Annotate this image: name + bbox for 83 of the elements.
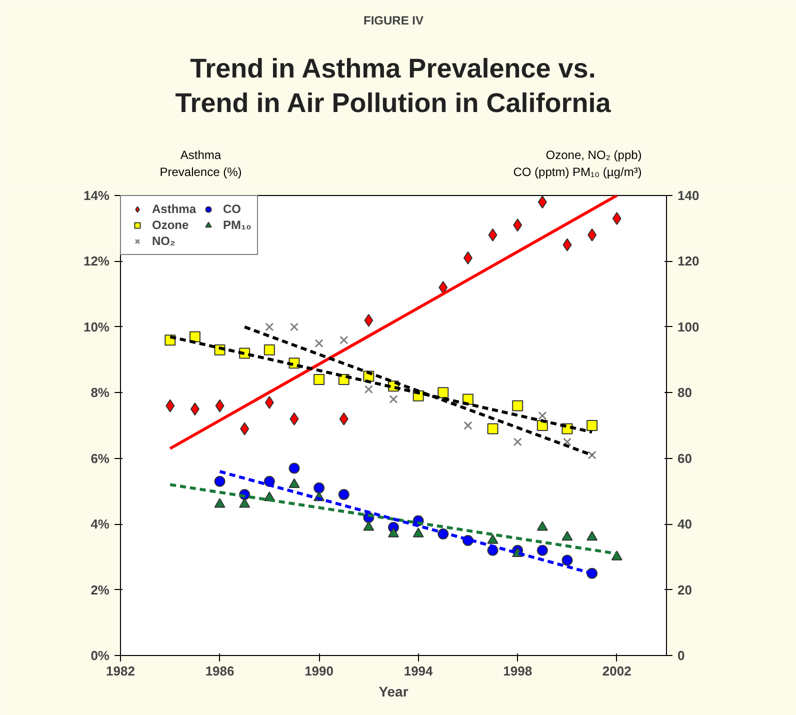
y-axis-title: Asthma Prevalence (%) xyxy=(160,148,242,179)
x-tick-label: 1982 xyxy=(106,664,135,678)
x-tick-label: 2002 xyxy=(602,664,632,678)
point xyxy=(314,482,325,494)
chart-title: Trend in Asthma Prevalence vs. Trend in Air Pollution in California xyxy=(175,53,612,118)
point xyxy=(588,228,597,242)
point xyxy=(487,423,498,434)
point xyxy=(290,412,299,426)
point xyxy=(214,476,226,487)
y2-tick-label: 0 xyxy=(678,648,685,663)
point xyxy=(512,400,524,412)
y-tick-label: 6% xyxy=(90,450,110,466)
point xyxy=(463,251,472,264)
y2-tick-label: 20 xyxy=(678,582,692,598)
y2-tick-label: 60 xyxy=(678,450,692,466)
point xyxy=(611,550,622,560)
point xyxy=(189,331,200,342)
point xyxy=(538,196,547,209)
point xyxy=(588,450,596,460)
point xyxy=(340,336,348,344)
point xyxy=(562,530,573,541)
point xyxy=(562,238,572,252)
point xyxy=(314,339,324,348)
legend-label: Ozone xyxy=(152,218,189,232)
point xyxy=(487,534,498,544)
x-tick-label: 1998 xyxy=(503,664,532,678)
point xyxy=(538,411,547,420)
point xyxy=(438,387,449,398)
point xyxy=(290,322,299,332)
legend-label: Asthma xyxy=(152,202,196,216)
point xyxy=(166,399,175,412)
point xyxy=(214,498,226,508)
x-tick-label: 1990 xyxy=(304,664,334,678)
y2-tick-label: 80 xyxy=(678,385,692,400)
point xyxy=(612,212,622,225)
y-tick-label: 4% xyxy=(90,516,110,532)
point xyxy=(215,399,224,412)
point xyxy=(264,396,274,409)
point xyxy=(586,530,598,541)
point xyxy=(513,438,522,446)
y-tick-label: 2% xyxy=(90,582,110,598)
x-tick-label: 1994 xyxy=(404,664,434,678)
point xyxy=(265,322,274,332)
x-axis-title: Year xyxy=(378,684,409,700)
point xyxy=(488,228,498,242)
point xyxy=(388,528,399,538)
point xyxy=(364,314,374,327)
point xyxy=(513,218,522,232)
point xyxy=(438,281,448,294)
x-tick-label: 1986 xyxy=(205,664,234,678)
point xyxy=(364,385,373,394)
y2-axis-title: Ozone, NO₂ (ppb) CO (pptm) PM₁₀ (µg/m³) xyxy=(513,148,642,179)
y2-tick-label: 140 xyxy=(678,188,700,203)
y-tick-label: 14% xyxy=(83,188,110,203)
point xyxy=(338,489,350,500)
point xyxy=(240,422,250,436)
y-tick-label: 10% xyxy=(83,319,110,334)
point xyxy=(239,498,250,508)
chart-subtitle: FIGURE IV xyxy=(363,14,424,28)
point xyxy=(363,521,374,531)
y2-tick-label: 40 xyxy=(678,516,692,532)
y2-tick-label: 100 xyxy=(678,319,700,334)
y-tick-label: 0% xyxy=(90,648,110,663)
point xyxy=(562,438,572,446)
y-tick-label: 12% xyxy=(83,254,110,269)
point xyxy=(314,374,325,385)
y-tick-label: 8% xyxy=(90,385,110,400)
point xyxy=(536,521,548,531)
point xyxy=(264,344,275,356)
point xyxy=(562,554,573,566)
point xyxy=(412,528,424,538)
point xyxy=(339,412,348,426)
point xyxy=(586,420,598,431)
point xyxy=(536,544,548,556)
legend-label: NO₂ xyxy=(152,234,176,248)
point xyxy=(464,421,472,430)
legend-label: CO xyxy=(223,202,242,216)
point xyxy=(190,402,200,416)
y2-tick-label: 120 xyxy=(678,254,700,269)
point xyxy=(288,462,300,474)
legend-label: PM₁₀ xyxy=(223,218,252,232)
point xyxy=(288,478,300,488)
point xyxy=(389,394,398,404)
